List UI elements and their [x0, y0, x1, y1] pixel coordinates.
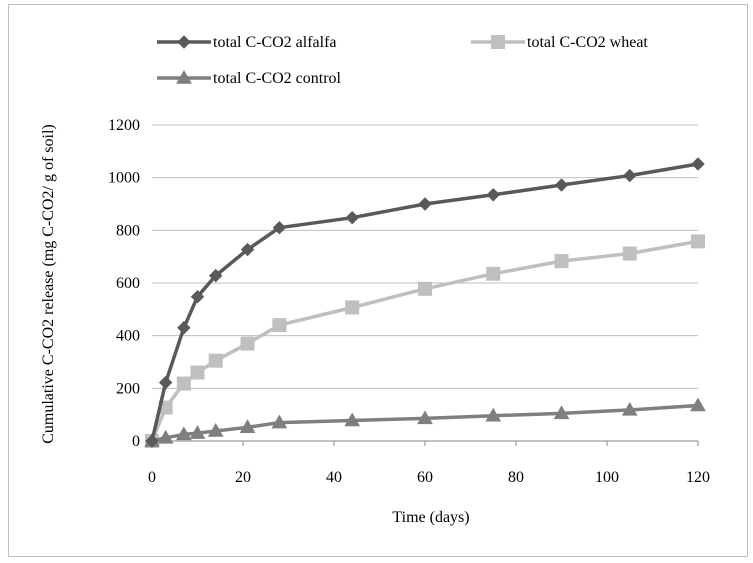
x-axis-label: Time (days) [392, 509, 469, 526]
data-point-alfalfa [145, 434, 159, 448]
data-point-wheat [418, 281, 432, 296]
data-point-control [344, 412, 361, 427]
axes: 0 200 400 600 800 1000 1200 0 20 40 60 80 100 120 [108, 117, 710, 486]
data-point-control [690, 397, 706, 412]
legend-label: total C-CO2 alfalfa [213, 34, 337, 51]
data-point-alfalfa [623, 168, 637, 183]
data-point-alfalfa [208, 268, 223, 283]
x-tick-label: 100 [595, 469, 619, 486]
x-tick-label: 60 [417, 469, 433, 486]
y-tick-label: 0 [132, 433, 140, 450]
y-tick-label: 800 [116, 222, 140, 239]
data-point-alfalfa [190, 289, 205, 304]
data-point-wheat [190, 365, 205, 380]
legend-marker [176, 69, 192, 84]
legend-label: total C-CO2 control [213, 70, 342, 87]
data-point-control [417, 410, 433, 425]
data-point-wheat [272, 318, 287, 333]
legend: total C-CO2 alfalfa total C-CO2 wheat tota… [157, 34, 648, 87]
data-point-control [271, 414, 288, 429]
data-point-wheat [622, 246, 637, 261]
x-tick-label: 40 [326, 469, 342, 486]
data-point-alfalfa [418, 197, 432, 211]
data-point-wheat [208, 353, 223, 368]
data-point-control [189, 425, 206, 439]
data-point-wheat [176, 376, 191, 391]
y-axis-label: Cumulative C-CO2 release (mg C-CO2/ g of… [40, 124, 57, 444]
legend-label: total C-CO2 wheat [527, 34, 648, 51]
x-tick-label: 20 [235, 469, 251, 486]
data-point-control [207, 422, 224, 437]
y-tick-label: 400 [116, 328, 140, 345]
gridlines [152, 124, 698, 389]
series-alfalfa [145, 157, 705, 448]
chart-frame [8, 4, 748, 557]
data-point-alfalfa [486, 188, 500, 202]
data-point-control [239, 419, 256, 434]
data-point-control [157, 429, 174, 444]
y-tick-label: 600 [116, 275, 140, 292]
x-tick-label: 80 [508, 469, 524, 486]
legend-marker [177, 35, 191, 49]
legend-item-wheat: total C-CO2 wheat [471, 34, 648, 51]
data-point-alfalfa [345, 210, 359, 225]
x-tick-label: 0 [148, 469, 156, 486]
data-point-wheat [691, 234, 705, 249]
data-point-control [175, 426, 192, 441]
y-tick-label: 1000 [108, 170, 140, 187]
data-point-wheat [345, 300, 360, 315]
data-point-wheat [554, 254, 569, 269]
x-tick-label: 120 [686, 469, 710, 486]
data-point-alfalfa [554, 178, 569, 192]
data-point-control [553, 405, 570, 420]
legend-item-control: total C-CO2 control [157, 69, 342, 87]
legend-item-alfalfa: total C-CO2 alfalfa [157, 34, 337, 51]
data-point-wheat [240, 336, 255, 351]
data-point-control [485, 407, 502, 422]
data-point-alfalfa [158, 375, 173, 390]
series-control [144, 397, 706, 447]
data-point-wheat [486, 266, 501, 281]
series-group [144, 157, 706, 448]
data-point-alfalfa [272, 220, 287, 235]
data-point-control [621, 401, 638, 416]
data-point-alfalfa [691, 157, 705, 171]
y-tick-label: 200 [116, 380, 140, 397]
data-point-alfalfa [177, 321, 191, 335]
y-tick-label: 1200 [108, 117, 140, 134]
data-point-alfalfa [240, 242, 255, 257]
legend-marker [491, 35, 505, 49]
